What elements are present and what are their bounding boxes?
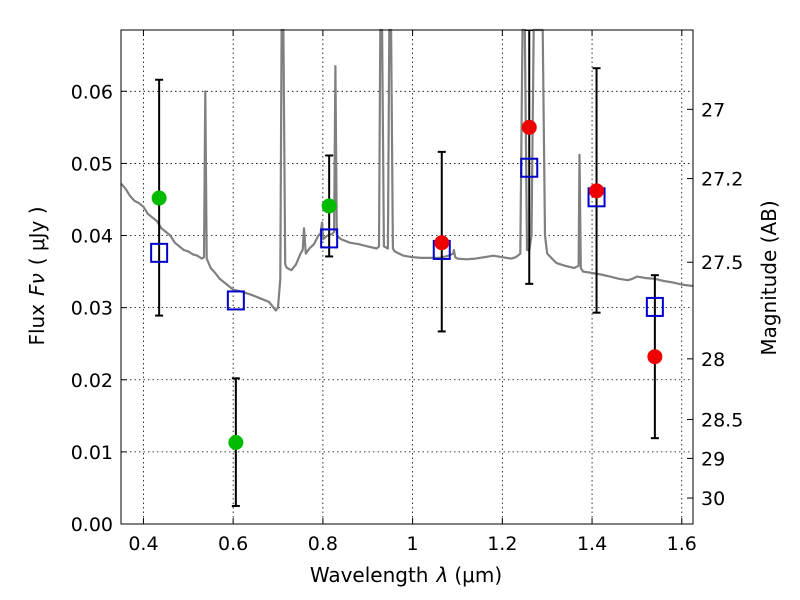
template-spectrum-layer [120, 28, 694, 312]
x-tick-label: 1 [407, 533, 419, 555]
y-axis-title: FluxFν( μJy ) [25, 206, 49, 345]
x-tick-label: 0.6 [218, 533, 248, 555]
x-tick-label: 1.4 [577, 533, 607, 555]
y-tick-label: 0.06 [71, 81, 113, 103]
tick-labels-layer: 0.4 0.6 0.8 1 1.2 1.4 1.6 0.00 0.01 0.02 0.03 0.04 0… [71, 81, 744, 555]
y2-tick-label: 28 [701, 349, 725, 371]
y2-tick-label: 30 [701, 488, 725, 510]
y2-tick-label: 27 [701, 99, 725, 121]
observed-points-layer [151, 119, 663, 451]
observed-point [434, 235, 450, 251]
model-point [226, 290, 245, 311]
errorbar-layer [155, 30, 659, 507]
model-point [645, 296, 664, 317]
y2-tick-label: 27.5 [701, 252, 743, 274]
x-tick-label: 0.8 [308, 533, 338, 555]
model-point [150, 242, 169, 263]
model-points-layer [150, 157, 664, 317]
model-point [520, 157, 539, 178]
x-tick-label: 1.2 [487, 533, 517, 555]
y-tick-label: 0.01 [71, 442, 113, 464]
observed-point [151, 190, 167, 206]
observed-point [228, 435, 244, 451]
y-tick-label: 0.02 [71, 370, 113, 392]
observed-point [321, 198, 337, 214]
y-tick-label: 0.05 [71, 153, 113, 175]
x-tick-label: 1.6 [667, 533, 697, 555]
y2-tick-label: 29 [701, 448, 725, 470]
y-tick-label: 0.04 [71, 226, 113, 248]
plot-frame [120, 29, 694, 525]
template-spectrum-line [120, 28, 694, 312]
ticks-layer [121, 30, 693, 525]
x-tick-label: 0.4 [128, 533, 158, 555]
y2-axis-title: Magnitude (AB) [757, 200, 781, 355]
model-point [320, 228, 339, 249]
observed-point [589, 183, 605, 199]
x-axis-title: Wavelength λ (μm) [310, 563, 502, 587]
y2-tick-label: 27.2 [701, 169, 743, 191]
y2-tick-label: 28.5 [701, 409, 743, 431]
y-tick-label: 0.03 [71, 298, 113, 320]
observed-point [647, 349, 663, 365]
y-tick-label: 0.00 [71, 514, 113, 536]
observed-point [521, 119, 537, 135]
